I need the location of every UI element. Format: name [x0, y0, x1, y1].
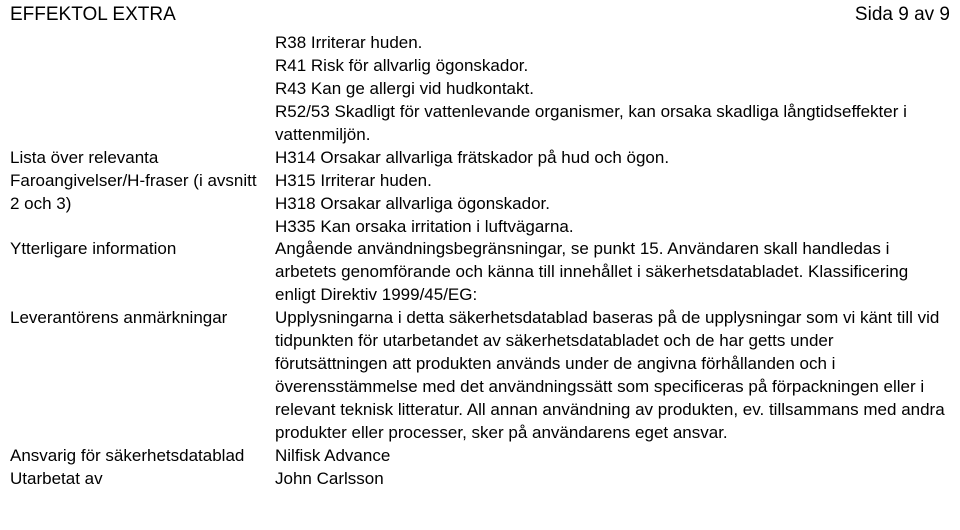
row-value: Nilfisk Advance — [275, 445, 950, 468]
row-label: Utarbetat av — [10, 468, 275, 491]
data-row: Ansvarig för säkerhetsdatablad Nilfisk A… — [10, 445, 950, 468]
row-value: John Carlsson — [275, 468, 950, 491]
row-label: Leverantörens anmärkningar — [10, 307, 275, 445]
page-number: Sida 9 av 9 — [855, 4, 950, 26]
row-label: Lista över relevanta Faroangivelser/H-fr… — [10, 147, 275, 239]
row-label: Ansvarig för säkerhetsdatablad — [10, 445, 275, 468]
row-label — [10, 32, 275, 147]
product-name: EFFEKTOL EXTRA — [10, 4, 176, 26]
row-label: Ytterligare information — [10, 238, 275, 307]
data-row: Utarbetat av John Carlsson — [10, 468, 950, 491]
page-header: EFFEKTOL EXTRA Sida 9 av 9 — [10, 4, 950, 26]
data-row: R38 Irriterar huden.R41 Risk för allvarl… — [10, 32, 950, 147]
row-value: R38 Irriterar huden.R41 Risk för allvarl… — [275, 32, 950, 147]
row-value: H314 Orsakar allvarliga frätskador på hu… — [275, 147, 950, 239]
row-value: Upplysningarna i detta säkerhetsdatablad… — [275, 307, 950, 445]
row-value: Angående användningsbegränsningar, se pu… — [275, 238, 950, 307]
data-row: Lista över relevanta Faroangivelser/H-fr… — [10, 147, 950, 239]
data-row: Ytterligare information Angående användn… — [10, 238, 950, 307]
data-row: Leverantörens anmärkningar Upplysningarn… — [10, 307, 950, 445]
